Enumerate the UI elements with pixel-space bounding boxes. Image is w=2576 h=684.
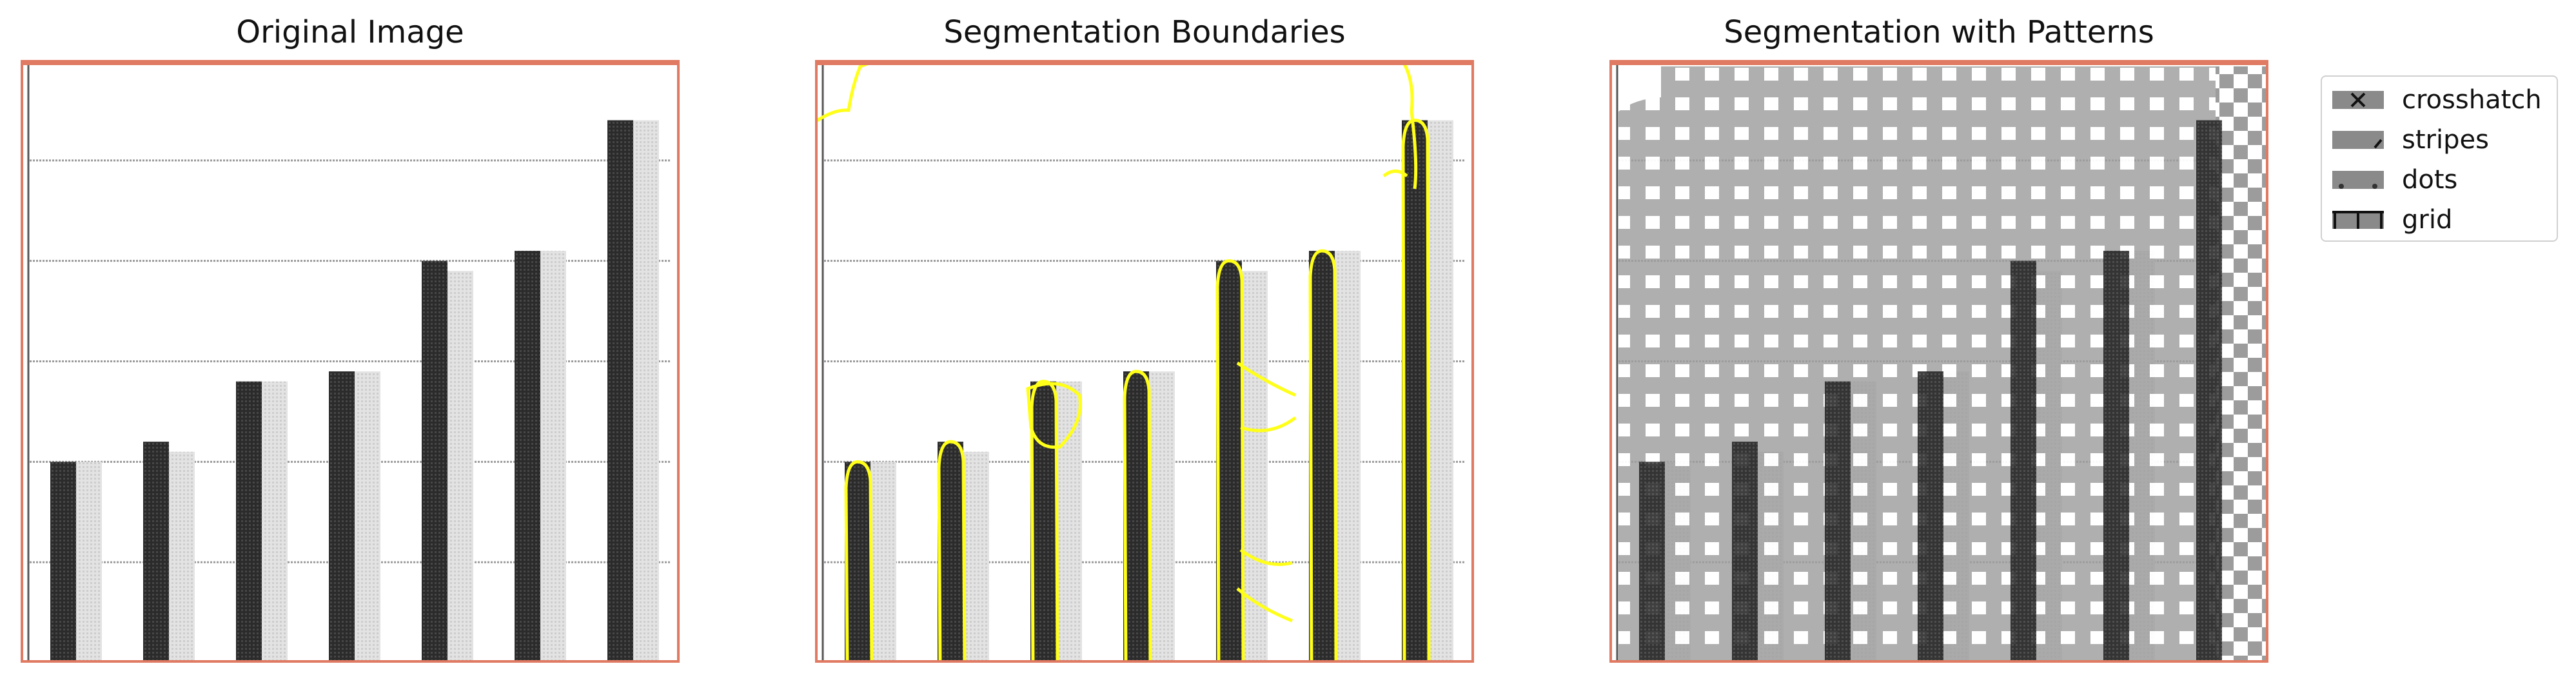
bar-dark [1030, 381, 1056, 663]
bar-light [1056, 381, 1082, 663]
bar-dark [938, 442, 963, 663]
segment-overlay-grid [1618, 66, 2228, 663]
bar-dark [607, 120, 633, 663]
bar-dark [329, 371, 355, 663]
bar-light [963, 451, 989, 663]
segmentation-patterns-panel [1609, 60, 2268, 663]
bar-dark [1402, 120, 1428, 663]
bar-light [1428, 120, 1453, 663]
bar-dark-overlay [2011, 260, 2036, 663]
legend-item-stripes: stripes [2322, 122, 2557, 158]
original-image-panel [21, 60, 680, 663]
legend-label-stripes: stripes [2402, 125, 2489, 155]
legend-item-grid: grid [2322, 202, 2557, 238]
bar-light [633, 120, 659, 663]
segment-boundary [1030, 380, 1059, 663]
segment-boundary [937, 440, 967, 663]
bar-dark-overlay [1918, 371, 1943, 663]
legend: crosshatch stripes dots grid [2321, 75, 2558, 242]
segment-boundary [815, 60, 879, 124]
panel-title-patterns: Segmentation with Patterns [1724, 14, 2154, 50]
bar-light [870, 462, 896, 663]
panel-title-original: Original Image [236, 14, 464, 50]
bar-light [169, 451, 195, 663]
segment-boundary [1382, 170, 1408, 177]
legend-item-crosshatch: crosshatch [2322, 82, 2557, 118]
dots-icon [2332, 171, 2384, 189]
segmentation-boundaries-panel [815, 60, 1474, 663]
bar-light [355, 371, 380, 663]
bar-dark [1309, 251, 1335, 663]
segment-boundary [1236, 361, 1297, 433]
legend-label-grid: grid [2402, 205, 2453, 235]
segment-boundary [1215, 259, 1245, 663]
bar-dark-overlay [1732, 442, 1758, 663]
bar-light [262, 381, 288, 663]
segment-overlay-checker [2216, 66, 2267, 663]
segmentation-patterns-chart [1609, 60, 2268, 663]
segmentation-boundaries-chart [815, 60, 1474, 663]
segment-boundary [1400, 60, 1418, 190]
bar-dark-overlay [1825, 381, 1851, 663]
bar-dark [50, 462, 76, 663]
segment-boundary [1401, 118, 1431, 663]
bar-light [1335, 251, 1361, 663]
bar-dark [422, 260, 447, 663]
panel-title-boundaries: Segmentation Boundaries [943, 14, 1346, 50]
segment-boundary [844, 460, 874, 663]
bar-light [540, 251, 566, 663]
bar-dark [236, 381, 262, 663]
legend-item-dots: dots [2322, 162, 2557, 198]
segment-boundary [1026, 382, 1082, 449]
bar-dark [143, 442, 169, 663]
bar-light [447, 271, 473, 663]
bar-light [1242, 271, 1268, 663]
bar-light [76, 462, 102, 663]
segment-boundary [1123, 369, 1152, 663]
bar-dark-overlay [1639, 462, 1665, 663]
legend-label-dots: dots [2402, 165, 2458, 195]
crosshatch-icon [2332, 91, 2384, 109]
bar-dark [515, 251, 540, 663]
bar-dark [845, 462, 870, 663]
segment-boundary [1236, 548, 1293, 623]
legend-label-crosshatch: crosshatch [2402, 85, 2542, 115]
segment-boundary [1308, 249, 1338, 663]
bar-dark [1123, 371, 1149, 663]
bar-dark [1216, 260, 1242, 663]
bar-light [1149, 371, 1175, 663]
bar-dark-overlay [2196, 120, 2222, 663]
original-image-chart [21, 60, 680, 663]
grid-icon [2332, 211, 2384, 229]
stripes-icon [2332, 131, 2384, 149]
bar-dark-overlay [2103, 251, 2129, 663]
